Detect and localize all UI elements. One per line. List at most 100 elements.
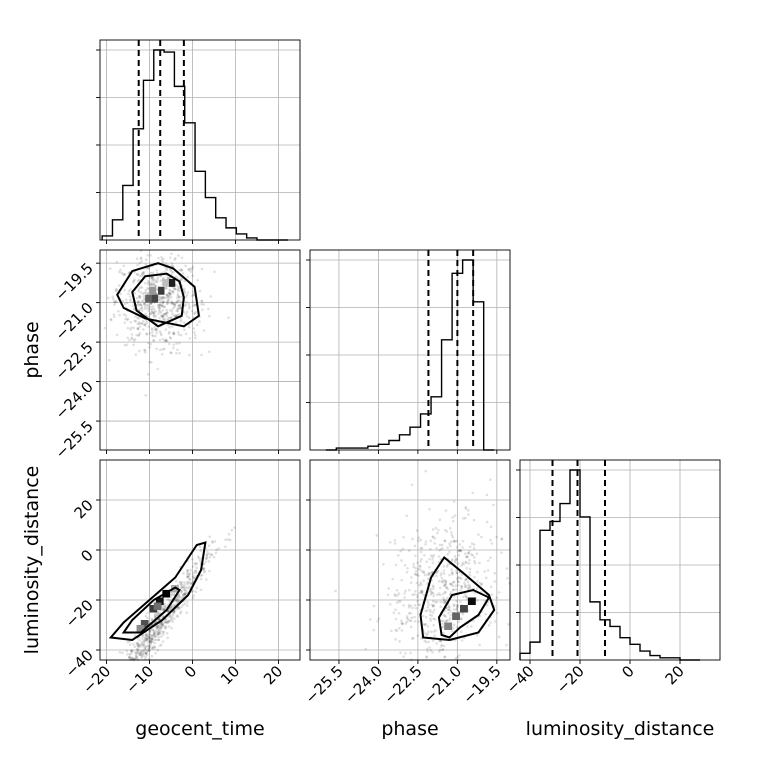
scatter-point: [446, 608, 450, 612]
scatter-point: [473, 561, 477, 565]
scatter-point: [460, 564, 464, 567]
scatter-point: [161, 301, 164, 304]
scatter-point: [448, 550, 451, 554]
scatter-point: [399, 651, 402, 654]
scatter-point: [160, 352, 164, 356]
scatter-point: [154, 328, 158, 332]
scatter-point: [160, 333, 163, 337]
scatter-point: [471, 491, 475, 495]
x-axis-label-luminosity-distance: luminosity_distance: [526, 718, 715, 740]
x-tick-label: −21.0: [420, 662, 465, 707]
scatter-point: [151, 628, 154, 631]
scatter-point: [194, 569, 198, 572]
scatter-point: [493, 571, 497, 575]
scatter-point: [400, 629, 404, 632]
scatter-point: [154, 615, 157, 618]
scatter-point: [168, 599, 171, 602]
scatter-point: [426, 609, 429, 612]
scatter-point: [132, 658, 136, 661]
scatter-point: [147, 266, 151, 270]
scatter-point: [224, 538, 228, 542]
scatter-point: [129, 657, 133, 660]
scatter-point: [475, 633, 479, 637]
scatter-point: [420, 569, 424, 573]
scatter-point: [165, 267, 169, 270]
scatter-point: [429, 619, 433, 622]
scatter-point: [453, 555, 457, 558]
scatter-point: [135, 656, 139, 660]
scatter-point: [431, 584, 435, 587]
scatter-point: [166, 294, 170, 298]
scatter-point: [154, 635, 157, 639]
scatter-point: [165, 308, 169, 312]
scatter-point: [140, 304, 144, 308]
scatter-point: [184, 264, 187, 268]
scatter-point: [162, 300, 166, 303]
scatter-point: [123, 343, 127, 347]
scatter-point: [147, 315, 151, 318]
scatter-point: [127, 292, 130, 296]
scatter-point: [182, 321, 186, 324]
scatter-point: [144, 636, 147, 640]
scatter-point: [130, 649, 134, 652]
scatter-point: [170, 300, 173, 303]
scatter-point: [138, 349, 141, 353]
scatter-point: [193, 331, 196, 334]
scatter-point: [177, 285, 180, 289]
scatter-point: [441, 648, 445, 651]
scatter-point: [172, 302, 175, 306]
scatter-point: [177, 330, 180, 334]
scatter-point: [405, 616, 409, 620]
scatter-point: [141, 322, 144, 325]
scatter-point: [145, 332, 149, 336]
scatter-point: [155, 328, 159, 331]
scatter-point: [446, 563, 449, 566]
scatter-point: [464, 585, 468, 588]
scatter-point: [463, 552, 467, 555]
scatter-point: [142, 652, 145, 655]
scatter-point: [158, 644, 162, 648]
scatter-point: [182, 585, 186, 588]
scatter-point: [146, 373, 150, 376]
scatter-point: [168, 293, 171, 297]
scatter-point: [136, 658, 140, 662]
scatter-point: [443, 539, 447, 542]
scatter-point: [165, 293, 168, 297]
scatter-point: [185, 572, 189, 576]
scatter-point: [188, 353, 191, 357]
scatter-point: [172, 332, 176, 336]
scatter-point: [136, 327, 140, 331]
scatter-point: [178, 607, 181, 610]
x-tick-label: −25.5: [302, 662, 347, 707]
scatter-point: [126, 336, 129, 340]
scatter-point: [151, 637, 155, 640]
scatter-point: [446, 596, 449, 600]
contour-line: [121, 586, 181, 634]
scatter-point: [186, 580, 189, 584]
scatter-point: [103, 326, 107, 330]
scatter-point: [145, 333, 148, 336]
scatter-point: [183, 589, 187, 592]
scatter-point: [131, 657, 135, 660]
scatter-point: [473, 559, 476, 563]
scatter-point: [151, 283, 155, 287]
scatter-point: [181, 593, 185, 597]
scatter-point: [443, 600, 447, 604]
scatter-point: [423, 554, 426, 557]
scatter-point: [190, 309, 194, 313]
scatter-point: [180, 583, 183, 586]
scatter-point: [163, 319, 167, 322]
scatter-point: [452, 603, 456, 607]
scatter-point: [176, 293, 180, 296]
scatter-point: [194, 310, 198, 314]
scatter-point: [435, 574, 438, 578]
scatter-point: [168, 268, 172, 271]
scatter-point: [161, 316, 165, 319]
scatter-point: [420, 591, 424, 594]
scatter-point: [439, 548, 443, 551]
scatter-point: [464, 555, 468, 558]
scatter-point: [493, 620, 497, 623]
scatter-point: [149, 302, 153, 305]
scatter-point: [444, 582, 447, 586]
scatter-point: [117, 284, 121, 287]
